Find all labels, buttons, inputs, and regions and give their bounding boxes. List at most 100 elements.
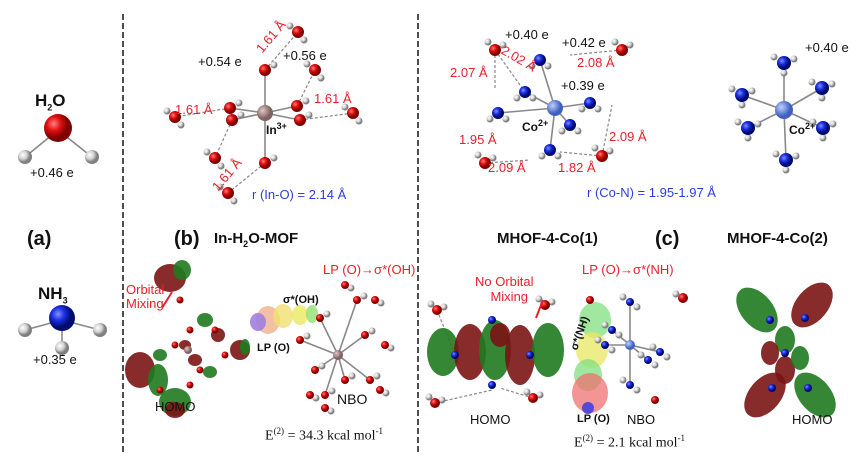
nbo-label: NBO: [337, 391, 368, 407]
co-atom: [775, 101, 793, 119]
h-atom: [819, 134, 827, 142]
h-atom: [237, 111, 245, 119]
o-atom: [586, 296, 594, 304]
n-atom: [534, 54, 546, 66]
orbital-lobe: [292, 305, 308, 325]
h-atom: [619, 376, 627, 384]
h-atom: [748, 87, 756, 95]
co2-title: MHOF-4-Co(2): [727, 230, 828, 247]
h-atom: [235, 99, 243, 107]
h-atom: [499, 41, 507, 49]
h-atom: [323, 310, 331, 318]
n-atom: [815, 81, 829, 95]
in-atom: [333, 350, 343, 360]
o-atom: [291, 100, 303, 112]
h-atom: [382, 389, 390, 397]
h-atom: [177, 121, 185, 129]
h-atom: [626, 41, 634, 49]
h-atom: [163, 107, 171, 115]
o-atom: [651, 396, 659, 404]
n-atom: [804, 384, 812, 392]
energy-label: E(2) = 34.3 kcal mol-1: [265, 426, 384, 444]
h-atom: [651, 361, 659, 369]
panel-c-label: (c): [655, 228, 680, 250]
orbital-lobe: [761, 341, 779, 365]
h-atom: [637, 351, 645, 359]
co-atom: [625, 340, 635, 350]
h-atom: [502, 115, 510, 123]
o-atom: [316, 314, 324, 322]
h-atom: [327, 407, 335, 415]
bond: [497, 107, 556, 114]
orbital-lobe: [125, 352, 155, 388]
bond: [337, 354, 371, 381]
h-atom: [347, 284, 355, 292]
hydrogen-bond: [227, 162, 266, 194]
nbo-interaction-title: LP (O)→σ*(OH): [323, 262, 416, 277]
h-atom: [828, 80, 836, 88]
n-atom: [519, 86, 531, 98]
hydrogen-bond: [484, 159, 531, 164]
o-atom: [221, 351, 229, 359]
hydrogen-bond: [559, 151, 603, 157]
h-atom: [513, 94, 521, 102]
n-atom: [766, 316, 774, 324]
no-orbital-mixing-label: No Orbital Mixing: [475, 274, 534, 304]
hydrogen-bond: [299, 112, 354, 121]
lp-label: LP (O): [577, 413, 610, 425]
n-atom: [608, 326, 616, 334]
in-mof-title: In-H2O-MOF: [214, 230, 299, 249]
h-atom: [594, 336, 602, 344]
h-atom: [633, 386, 641, 394]
o-atom: [678, 293, 688, 303]
n-atom: [768, 384, 776, 392]
h-atom: [373, 372, 381, 380]
mixing-arrow-c: [535, 299, 544, 319]
orbital-lobe: [165, 402, 185, 418]
hydrogen-bond: [214, 119, 233, 159]
charge-label: +0.40 e: [805, 40, 849, 55]
h-atom: [360, 292, 368, 300]
h-atom: [615, 331, 623, 339]
h-atom: [377, 299, 385, 307]
o-atom: [226, 114, 238, 126]
h-atom: [438, 396, 446, 404]
orbital-lobe: [582, 402, 594, 414]
h-atom: [808, 78, 816, 86]
bond-length: r (In-O) = 2.14 Å: [252, 187, 347, 202]
o-atom: [259, 157, 271, 169]
h-atom: [728, 85, 736, 93]
orbital-lobe: [505, 325, 535, 385]
orbital-lobe: [791, 282, 833, 328]
h-atom: [744, 134, 752, 142]
n-atom: [584, 97, 596, 109]
h-atom: [348, 372, 356, 380]
o-atom: [353, 296, 361, 304]
o-atom: [430, 398, 440, 408]
n-atom: [49, 305, 75, 331]
o-atom: [321, 391, 329, 399]
h-atom: [300, 36, 308, 44]
h-atom: [302, 97, 310, 105]
h-atom: [538, 152, 546, 160]
h-atom: [663, 353, 671, 361]
h-atom: [611, 38, 619, 46]
n-atom: [488, 316, 496, 324]
metal-label: Co2+: [789, 121, 816, 137]
o-atom: [366, 376, 374, 384]
o-atom: [186, 326, 194, 334]
o-atom: [156, 386, 164, 394]
h-atom: [368, 327, 376, 335]
energy-label: E(2) = 2.1 kcal mol-1: [574, 433, 686, 451]
hydrogen-bond: [499, 387, 534, 399]
h-atom: [317, 74, 325, 82]
o-atom: [296, 336, 304, 344]
distance-label: 1.82 Å: [558, 160, 596, 175]
orbital-mixing-label: Orbital Mixing: [126, 282, 165, 312]
orbital-lobe: [572, 373, 608, 413]
h-atom: [536, 391, 544, 399]
h-atom: [606, 147, 614, 155]
n-atom: [741, 121, 755, 135]
o-atom: [376, 386, 384, 394]
